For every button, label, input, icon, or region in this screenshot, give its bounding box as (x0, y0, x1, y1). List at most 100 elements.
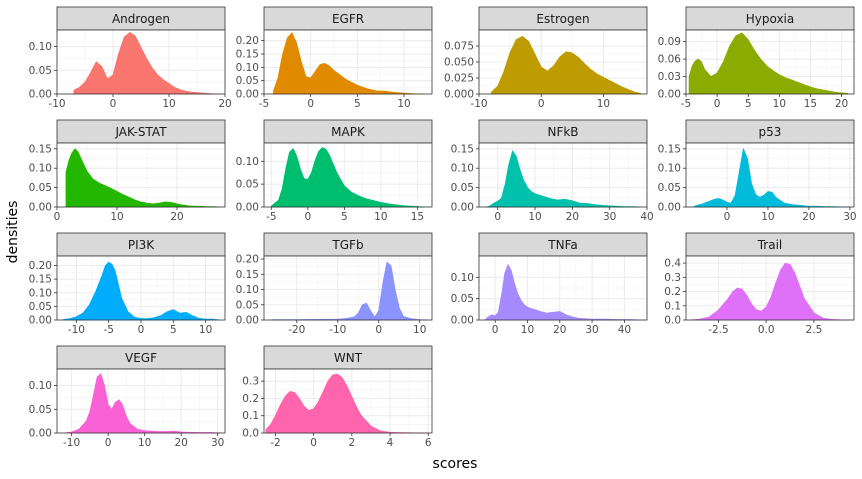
x-tick-label: 0 (304, 211, 311, 223)
facet-panel: TNFa 0 10 20 30 40 0.00 0.05 0.10 (451, 232, 648, 336)
x-tick-label: -20 (288, 324, 305, 336)
y-tick-label: 0.06 (658, 54, 682, 66)
density-area (693, 148, 851, 208)
y-tick-label: 0.2 (664, 286, 681, 298)
y-tick-label: 0.00 (29, 428, 52, 440)
x-tick-label: 20 (553, 324, 566, 336)
y-tick-label: 0.00 (29, 202, 52, 214)
x-tick-label: -2 (270, 437, 280, 449)
x-tick-label: 4 (387, 437, 394, 449)
density-area (689, 262, 851, 321)
density-area (485, 264, 641, 321)
x-tick-label: -10 (68, 324, 85, 336)
facet-panel: EGFR -5 0 5 10 0.00 0.050.100.15 0.20 (236, 6, 433, 110)
x-tick-label: 10 (199, 324, 212, 336)
x-tick-label: 10 (773, 98, 786, 110)
y-tick-label: 0.000 (444, 89, 474, 101)
x-tick-label: 10 (374, 211, 387, 223)
y-tick-label: 0.15 (29, 274, 52, 286)
y-tick-label: 0.0 (664, 315, 681, 327)
panel-border (56, 142, 226, 208)
x-tick-label: 0 (375, 324, 382, 336)
facet-panel: NFkB 0 10 20 30 40 0.00 0.05 0.10 0.15 (451, 119, 654, 223)
x-tick-label: 20 (174, 437, 187, 449)
x-tick-label: 5 (354, 98, 361, 110)
y-axis-title: densities (5, 201, 21, 264)
y-tick-label: 0.3 (242, 376, 259, 388)
y-tick-label: 0.05 (29, 404, 52, 416)
x-tick-label: 0 (714, 98, 721, 110)
x-tick-label: 0 (105, 437, 112, 449)
facet-strip-label: JAK-STAT (114, 125, 167, 139)
facet-strip-label: p53 (759, 125, 782, 139)
x-tick-label: -10 (470, 98, 487, 110)
facet-strip-label: TGFb (331, 238, 363, 252)
facet-panel: TGFb -20 -10 0 10 0.00 0.05 0.10 0.15 0.20 (236, 232, 433, 336)
x-tick-label: 0 (494, 211, 501, 223)
y-tick-label: 0.00 (236, 202, 259, 214)
y-tick-label: 0.1 (242, 410, 259, 422)
x-tick-label: 10 (162, 98, 175, 110)
x-tick-label: -10 (63, 437, 80, 449)
y-tick-label: 0.05 (236, 179, 259, 191)
y-tick-label: 0.00 (451, 315, 474, 327)
x-axis-title: scores (433, 456, 478, 472)
y-tick-label: 0.10 (451, 163, 474, 175)
x-tick-label: -10 (48, 98, 65, 110)
density-area (265, 373, 429, 434)
y-tick-label: 0.4 (664, 258, 681, 270)
panel-border (263, 142, 433, 208)
y-tick-label: 0.10 (236, 156, 259, 168)
facet-strip-label: EGFR (332, 12, 364, 26)
y-tick-label: 0.10 (236, 284, 259, 296)
y-tick-label: 0.10 (29, 287, 52, 299)
y-tick-label: 0.00 (451, 202, 474, 214)
x-tick-label: 20 (218, 98, 231, 110)
facet-panel: Androgen -10 0 10 20 0.00 0.05 0.10 (29, 6, 232, 110)
facet-panel: PI3K -10 -5 0 5 10 0.00 0.05 0.100.15 0.20 (29, 232, 226, 336)
plot-background (264, 256, 432, 320)
facet-strip-label: NFkB (547, 125, 578, 139)
facet-panel: JAK-STAT 0 10 20 0.00 0.05 0.10 0.15 (29, 119, 226, 223)
y-tick-label: 0.1 (664, 300, 681, 312)
x-tick-label: 20 (802, 211, 815, 223)
x-tick-label: 40 (640, 211, 653, 223)
facet-strip-label: Androgen (112, 12, 170, 26)
y-tick-label: 0.00 (658, 202, 681, 214)
y-tick-label: 0.15 (236, 269, 259, 281)
x-tick-label: 20 (566, 211, 579, 223)
y-tick-label: 0.00 (29, 315, 52, 327)
x-tick-label: 0 (307, 98, 314, 110)
y-tick-label: 0.00 (658, 89, 681, 101)
x-tick-label: 40 (618, 324, 631, 336)
y-tick-label: 0.10 (236, 62, 259, 74)
y-tick-label: 0.05 (29, 182, 52, 194)
x-tick-label: 10 (761, 211, 774, 223)
density-area (65, 148, 220, 208)
x-tick-label: 10 (521, 324, 534, 336)
x-tick-label: 0 (492, 324, 499, 336)
y-tick-label: 0.15 (451, 143, 474, 155)
facet-panel: Hypoxia -5 0 5 10 15 20 0.00 0.03 0.06 0.09 (658, 6, 855, 110)
x-tick-label: -10 (329, 324, 346, 336)
x-tick-label: 5 (170, 324, 177, 336)
x-tick-label: 30 (603, 211, 616, 223)
x-tick-label: 5 (341, 211, 348, 223)
x-tick-label: 10 (597, 98, 610, 110)
x-tick-label: 10 (413, 324, 426, 336)
y-tick-label: 0.05 (29, 301, 52, 313)
y-tick-label: 0.05 (29, 65, 52, 77)
density-area (63, 261, 219, 321)
x-tick-label: 30 (211, 437, 224, 449)
x-tick-label: 10 (110, 211, 123, 223)
density-area (271, 261, 429, 321)
x-tick-label: 30 (585, 324, 598, 336)
y-tick-label: 0.0 (242, 428, 259, 440)
y-tick-label: 0.10 (658, 163, 681, 175)
y-tick-label: 0.00 (236, 89, 259, 101)
x-tick-label: 0 (538, 98, 545, 110)
y-tick-label: 0.09 (658, 36, 681, 48)
x-tick-label: 2 (348, 437, 355, 449)
facet-strip-label: VEGF (125, 351, 157, 365)
